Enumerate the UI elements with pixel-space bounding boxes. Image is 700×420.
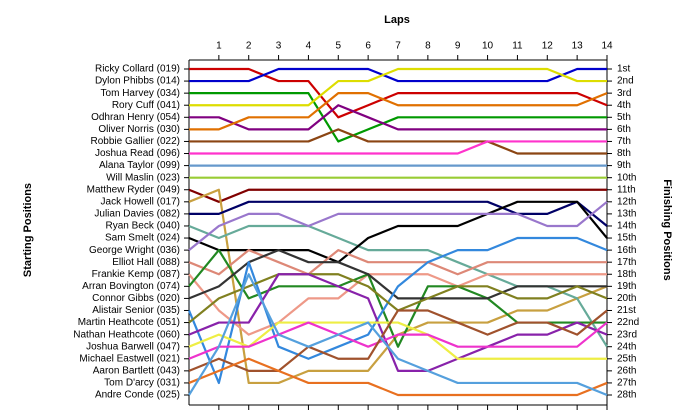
y-tick-label: 20th: [617, 293, 636, 304]
y-tick-label: 12th: [617, 196, 636, 207]
position-line: [188, 249, 607, 300]
x-tick-label: 12: [542, 41, 554, 52]
x-tick-label: 4: [306, 41, 312, 52]
y-tick-label: 7th: [617, 136, 631, 147]
position-line: [189, 140, 607, 155]
y-tick-label: 5th: [617, 112, 631, 123]
series-label: Nathan Heathcote (060): [73, 329, 180, 340]
position-line: [189, 200, 608, 227]
x-tick-label: 6: [365, 41, 371, 52]
y-tick-label: 24th: [617, 341, 636, 352]
series-label: Alistair Senior (035): [92, 305, 180, 316]
x-tick-label: 8: [425, 41, 431, 52]
y-tick-label: 23rd: [617, 329, 637, 340]
x-tick-label: 14: [601, 41, 613, 52]
series-label: Rory Cuff (041): [112, 100, 180, 111]
position-line: [189, 92, 607, 143]
y-tick-label: 25th: [617, 353, 636, 364]
series-label: Joshua Barwell (047): [86, 341, 180, 352]
y-tick-label: 1st: [617, 64, 631, 75]
position-line: [189, 128, 607, 155]
y-tick-label: 11th: [617, 184, 636, 195]
position-line: [189, 92, 608, 131]
y-tick-label: 3rd: [617, 88, 631, 99]
y-tick-label: 28th: [617, 390, 636, 401]
y-tick-label: 4th: [617, 100, 631, 111]
series-label: Aaron Bartlett (043): [93, 365, 180, 376]
series-label: Tom Harvey (034): [101, 88, 180, 99]
series-label: Odhran Henry (054): [91, 112, 180, 123]
series-label: Arran Bovington (074): [82, 281, 180, 292]
series-label: Joshua Read (096): [95, 148, 180, 159]
position-line: [189, 104, 607, 131]
y-tick-label: 10th: [617, 172, 636, 183]
series-label: Elliot Hall (088): [112, 257, 180, 268]
series-label: Will Maslin (023): [106, 172, 180, 183]
position-line: [188, 249, 607, 276]
x-tick-label: 11: [512, 41, 523, 52]
series-label: Matthew Ryder (049): [87, 184, 180, 195]
series-label: Ryan Beck (040): [106, 221, 180, 232]
position-line: [188, 321, 607, 360]
position-line: [188, 273, 607, 336]
position-line: [188, 273, 608, 397]
position-line: [188, 321, 608, 360]
series-label: Connor Gibbs (020): [92, 293, 180, 304]
x-tick-label: 2: [246, 41, 252, 52]
y-tick-label: 26th: [617, 365, 636, 376]
series-label: Dylon Phibbs (014): [95, 76, 180, 87]
position-line: [189, 67, 607, 83]
y-tick-label: 19th: [617, 281, 636, 292]
series-label: Andre Conde (025): [95, 390, 180, 401]
series-label: Alana Taylor (099): [99, 160, 180, 171]
y-tick-label: 9th: [617, 160, 631, 171]
series-label: Frankie Kemp (087): [92, 269, 180, 280]
y-tick-label: 8th: [617, 148, 631, 159]
series-label: Ricky Collard (019): [95, 64, 180, 75]
position-line: [188, 357, 608, 397]
position-line: [188, 273, 608, 372]
x-tick-label: 5: [336, 41, 342, 52]
series-label: Martin Heathcote (051): [78, 317, 180, 328]
y-tick-label: 18th: [617, 269, 636, 280]
y-tick-label: 16th: [617, 245, 636, 256]
x-tick-label: 13: [572, 41, 584, 52]
y-tick-label: 21st: [617, 305, 636, 316]
series-label: Jack Howell (017): [101, 196, 180, 207]
y-tick-label: 14th: [617, 221, 636, 232]
y-tick-label: 15th: [617, 233, 636, 244]
y-tick-label: 13th: [617, 209, 636, 220]
series-label: Tom D'arcy (031): [104, 378, 180, 389]
y-tick-label: 22nd: [617, 317, 639, 328]
x-tick-label: 1: [216, 41, 222, 52]
series-label: George Wright (036): [89, 245, 180, 256]
position-line: [187, 236, 608, 385]
position-line: [189, 67, 608, 119]
x-tick-label: 3: [276, 41, 282, 52]
position-line: [188, 200, 608, 264]
y-tick-label: 27th: [617, 378, 636, 389]
position-line: [189, 67, 607, 107]
series-label: Julian Davies (082): [94, 209, 180, 220]
series-label: Sam Smelt (024): [105, 233, 180, 244]
position-line: [188, 200, 608, 251]
position-line: [188, 309, 608, 372]
x-tick-label: 7: [395, 41, 401, 52]
chart-title: Laps: [384, 14, 410, 26]
y-axis-label: Starting Positions: [22, 183, 34, 277]
x-tick-label: 10: [482, 41, 494, 52]
series-label: Michael Eastwell (021): [79, 353, 180, 364]
y2-axis-label: Finishing Positions: [661, 179, 673, 280]
position-line: [188, 188, 607, 203]
y-tick-label: 6th: [617, 124, 631, 135]
x-tick-label: 9: [455, 41, 461, 52]
series-label: Oliver Norris (030): [98, 124, 180, 135]
series-label: Robbie Gallier (022): [91, 136, 181, 147]
y-tick-label: 17th: [617, 257, 636, 268]
y-tick-label: 2nd: [617, 76, 634, 87]
